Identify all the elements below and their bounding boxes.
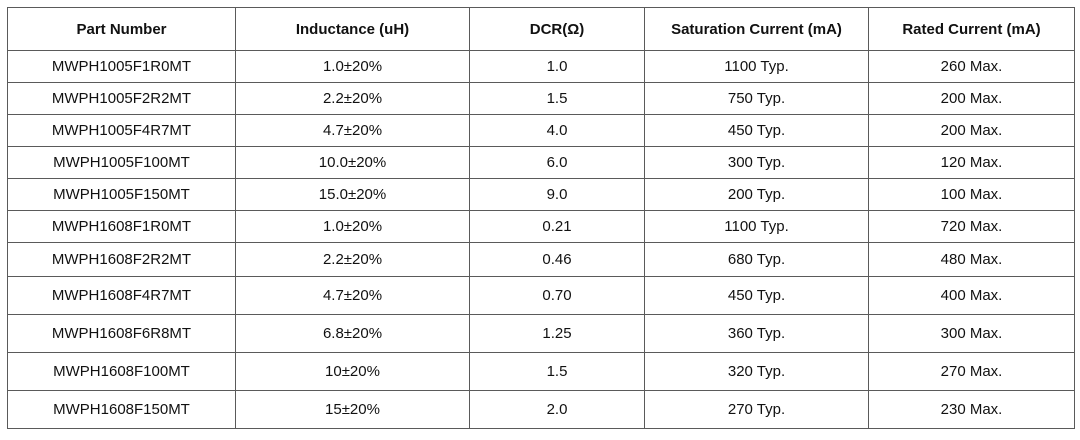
cell-saturation-current: 1100 Typ. [644,210,869,243]
cell-dcr: 0.21 [469,210,645,243]
header-rated-current: Rated Current (mA) [868,7,1075,51]
cell-inductance: 1.0±20% [235,50,470,83]
table-row: MWPH1005F100MT 10.0±20% 6.0 300 Typ. 120… [7,146,1075,179]
cell-saturation-current: 300 Typ. [644,146,869,179]
cell-rated-current: 230 Max. [868,390,1075,429]
cell-rated-current: 200 Max. [868,114,1075,147]
table-row: MWPH1608F150MT 15±20% 2.0 270 Typ. 230 M… [7,390,1075,429]
table-row: MWPH1005F1R0MT 1.0±20% 1.0 1100 Typ. 260… [7,50,1075,83]
table-row: MWPH1608F100MT 10±20% 1.5 320 Typ. 270 M… [7,352,1075,391]
cell-inductance: 2.2±20% [235,82,470,115]
cell-inductance: 10±20% [235,352,470,391]
cell-saturation-current: 750 Typ. [644,82,869,115]
table-row: MWPH1005F150MT 15.0±20% 9.0 200 Typ. 100… [7,178,1075,211]
cell-part-number: MWPH1608F100MT [7,352,236,391]
cell-dcr: 2.0 [469,390,645,429]
cell-dcr: 1.0 [469,50,645,83]
cell-rated-current: 270 Max. [868,352,1075,391]
cell-rated-current: 720 Max. [868,210,1075,243]
cell-part-number: MWPH1005F1R0MT [7,50,236,83]
cell-rated-current: 120 Max. [868,146,1075,179]
header-part-number: Part Number [7,7,236,51]
table-row: MWPH1608F6R8MT 6.8±20% 1.25 360 Typ. 300… [7,314,1075,353]
cell-inductance: 4.7±20% [235,114,470,147]
cell-saturation-current: 680 Typ. [644,242,869,277]
cell-inductance: 1.0±20% [235,210,470,243]
cell-part-number: MWPH1608F1R0MT [7,210,236,243]
cell-saturation-current: 360 Typ. [644,314,869,353]
cell-dcr: 4.0 [469,114,645,147]
cell-rated-current: 260 Max. [868,50,1075,83]
header-dcr: DCR(Ω) [469,7,645,51]
header-row: Part Number Inductance (uH) DCR(Ω) Satur… [7,7,1075,51]
cell-saturation-current: 1100 Typ. [644,50,869,83]
cell-rated-current: 480 Max. [868,242,1075,277]
cell-dcr: 1.5 [469,82,645,115]
inductor-spec-table: Part Number Inductance (uH) DCR(Ω) Satur… [7,7,1075,429]
cell-part-number: MWPH1608F150MT [7,390,236,429]
cell-rated-current: 100 Max. [868,178,1075,211]
table-row: MWPH1608F1R0MT 1.0±20% 0.21 1100 Typ. 72… [7,210,1075,243]
table-row: MWPH1608F4R7MT 4.7±20% 0.70 450 Typ. 400… [7,276,1075,315]
cell-inductance: 2.2±20% [235,242,470,277]
cell-rated-current: 200 Max. [868,82,1075,115]
header-inductance: Inductance (uH) [235,7,470,51]
cell-saturation-current: 450 Typ. [644,114,869,147]
cell-inductance: 10.0±20% [235,146,470,179]
cell-saturation-current: 320 Typ. [644,352,869,391]
table-row: MWPH1005F4R7MT 4.7±20% 4.0 450 Typ. 200 … [7,114,1075,147]
cell-inductance: 6.8±20% [235,314,470,353]
cell-inductance: 15.0±20% [235,178,470,211]
cell-part-number: MWPH1005F100MT [7,146,236,179]
header-saturation-current: Saturation Current (mA) [644,7,869,51]
cell-part-number: MWPH1005F150MT [7,178,236,211]
cell-dcr: 6.0 [469,146,645,179]
cell-rated-current: 300 Max. [868,314,1075,353]
table-row: MWPH1005F2R2MT 2.2±20% 1.5 750 Typ. 200 … [7,82,1075,115]
cell-part-number: MWPH1608F6R8MT [7,314,236,353]
cell-inductance: 4.7±20% [235,276,470,315]
cell-dcr: 1.25 [469,314,645,353]
cell-saturation-current: 270 Typ. [644,390,869,429]
cell-saturation-current: 450 Typ. [644,276,869,315]
cell-dcr: 0.70 [469,276,645,315]
cell-dcr: 9.0 [469,178,645,211]
cell-part-number: MWPH1608F2R2MT [7,242,236,277]
cell-inductance: 15±20% [235,390,470,429]
cell-part-number: MWPH1608F4R7MT [7,276,236,315]
cell-dcr: 1.5 [469,352,645,391]
cell-saturation-current: 200 Typ. [644,178,869,211]
cell-part-number: MWPH1005F2R2MT [7,82,236,115]
cell-part-number: MWPH1005F4R7MT [7,114,236,147]
cell-dcr: 0.46 [469,242,645,277]
table-row: MWPH1608F2R2MT 2.2±20% 0.46 680 Typ. 480… [7,242,1075,277]
cell-rated-current: 400 Max. [868,276,1075,315]
